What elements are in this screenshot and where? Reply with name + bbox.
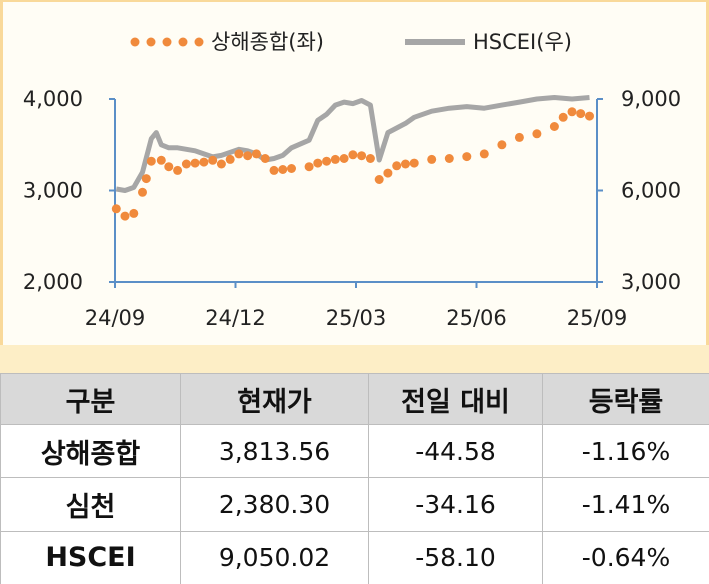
shanghai-point <box>156 155 166 165</box>
cell-change-rate: -1.16% <box>542 423 709 479</box>
cell-change-rate: -1.41% <box>542 477 709 532</box>
shanghai-point <box>558 112 568 122</box>
cell-change: -44.58 <box>368 423 543 479</box>
header-category: 구분 <box>0 373 181 425</box>
shanghai-point <box>181 159 191 169</box>
header-change: 전일 대비 <box>368 373 543 425</box>
hscei-series <box>115 95 590 193</box>
shanghai-point <box>365 154 375 163</box>
left-axis-ticks: 2,000 3,000 4,000 <box>23 87 115 294</box>
header-change-rate: 등락률 <box>542 373 709 425</box>
table-row: 상해종합 3,813.56 -44.58 -1.16% <box>0 423 709 479</box>
shanghai-point <box>339 154 349 163</box>
legend-swatch-shanghai <box>130 37 204 47</box>
header-current-price: 현재가 <box>180 373 369 425</box>
shanghai-point <box>322 156 332 166</box>
cell-current-price: 2,380.30 <box>180 477 369 532</box>
shanghai-series <box>111 107 594 221</box>
shanghai-point <box>260 154 270 163</box>
shanghai-point <box>330 154 340 164</box>
shanghai-point <box>129 208 139 218</box>
cell-change: -58.10 <box>368 530 543 584</box>
shanghai-point <box>269 165 279 175</box>
shanghai-point <box>287 164 296 173</box>
shanghai-point <box>199 157 209 167</box>
legend: 상해종합(좌) HSCEI(우) <box>130 30 572 54</box>
shanghai-point <box>576 109 586 119</box>
shanghai-point <box>225 154 235 164</box>
shanghai-point <box>567 107 577 117</box>
shanghai-point <box>138 187 147 197</box>
shanghai-point <box>532 129 542 139</box>
shanghai-point <box>164 162 174 172</box>
shanghai-point <box>173 165 183 175</box>
shanghai-point <box>357 151 367 161</box>
right-tick-label: 6,000 <box>621 179 681 203</box>
right-tick-label: 3,000 <box>621 270 681 294</box>
row-label: HSCEI <box>0 530 181 584</box>
right-tick-label: 9,000 <box>621 87 681 111</box>
index-table: 구분 현재가 전일 대비 등락률 상해종합 3,813.56 -44.58 -1… <box>0 373 709 584</box>
row-label: 상해종합 <box>0 423 181 479</box>
cell-change: -34.16 <box>368 477 543 532</box>
left-tick-label: 4,000 <box>23 87 83 111</box>
shanghai-point <box>585 111 594 121</box>
shanghai-point <box>190 158 200 168</box>
shanghai-point <box>549 122 559 131</box>
legend-label-hscei: HSCEI(우) <box>473 30 572 54</box>
shanghai-point <box>401 159 410 169</box>
shanghai-point <box>479 149 489 159</box>
shanghai-point <box>497 140 507 150</box>
x-tick-label: 24/09 <box>85 306 146 330</box>
x-tick-label: 24/12 <box>205 306 266 330</box>
shanghai-point <box>278 165 288 174</box>
shanghai-point <box>243 151 253 161</box>
shanghai-point <box>304 162 314 172</box>
shanghai-point <box>427 154 437 164</box>
shanghai-point <box>409 158 419 168</box>
table-header-row: 구분 현재가 전일 대비 등락률 <box>0 373 709 425</box>
shanghai-point <box>252 149 261 159</box>
left-tick-label: 2,000 <box>23 270 83 294</box>
cell-current-price: 9,050.02 <box>180 530 369 584</box>
shanghai-point <box>141 174 151 184</box>
shanghai-point <box>348 150 358 160</box>
shanghai-point <box>146 156 156 166</box>
shanghai-point <box>392 161 402 171</box>
x-tick-label: 25/09 <box>567 306 628 330</box>
shanghai-point <box>120 211 130 221</box>
legend-label-shanghai: 상해종합(좌) <box>211 30 324 54</box>
left-tick-label: 3,000 <box>23 179 83 203</box>
table-row: HSCEI 9,050.02 -58.10 -0.64% <box>0 530 709 584</box>
shanghai-point <box>313 158 323 168</box>
shanghai-point <box>514 132 524 142</box>
shanghai-point <box>234 149 244 159</box>
shanghai-point <box>462 152 472 162</box>
hscei-line <box>115 95 590 193</box>
table-row: 심천 2,380.30 -34.16 -1.41% <box>0 477 709 532</box>
x-tick-label: 25/03 <box>326 306 387 330</box>
shanghai-point <box>374 175 384 184</box>
x-axis-ticks: 24/09 24/12 25/03 25/06 25/09 <box>85 282 628 330</box>
chart-svg: 상해종합(좌) HSCEI(우) 2,000 3,000 4,000 3,000 6,… <box>23 30 681 330</box>
row-label: 심천 <box>0 477 181 532</box>
shanghai-point <box>444 154 454 163</box>
divider-band <box>0 345 709 373</box>
cell-current-price: 3,813.56 <box>180 423 369 479</box>
chart-panel: 상해종합(좌) HSCEI(우) 2,000 3,000 4,000 3,000 6,… <box>0 0 709 345</box>
shanghai-point <box>216 159 226 169</box>
shanghai-point <box>383 168 393 178</box>
shanghai-point <box>208 155 218 165</box>
x-tick-label: 25/06 <box>446 306 507 330</box>
shanghai-point <box>111 204 121 214</box>
cell-change-rate: -0.64% <box>542 530 709 584</box>
right-axis-ticks: 3,000 6,000 9,000 <box>597 87 681 294</box>
